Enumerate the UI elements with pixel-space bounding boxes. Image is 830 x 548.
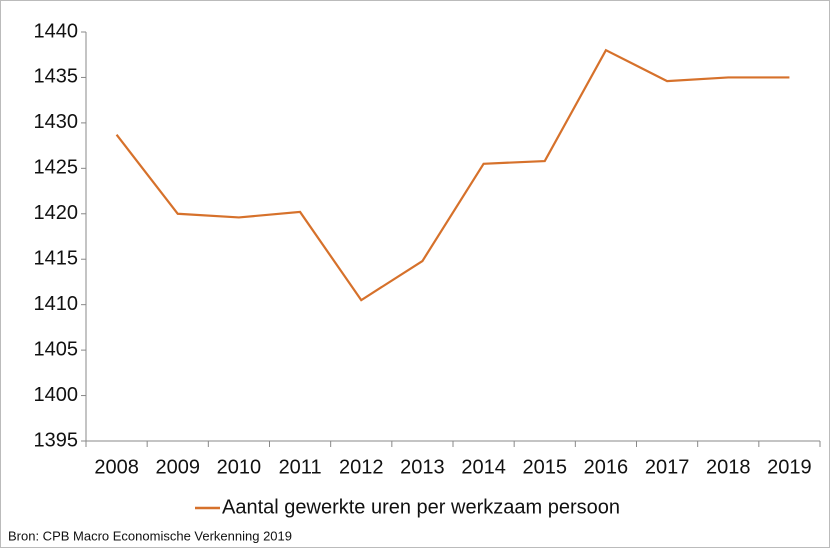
x-tick-label: 2014 bbox=[461, 456, 506, 478]
line bbox=[115, 48, 790, 302]
y-tick-label: 1425 bbox=[34, 157, 79, 179]
x-tick-label: 2015 bbox=[523, 456, 568, 478]
x-tick-label: 2008 bbox=[94, 456, 139, 478]
x-tick-label: 2010 bbox=[217, 456, 262, 478]
legend-label: Aantal gewerkte uren per werkzaam persoo… bbox=[222, 496, 620, 518]
source: Bron: CPB Macro Economische Verkenning 2… bbox=[8, 528, 292, 543]
y-tick-label: 1420 bbox=[34, 202, 79, 224]
y-tick-label: 1440 bbox=[34, 20, 79, 42]
x-tick-label: 2013 bbox=[400, 456, 445, 478]
x-tick-label: 2016 bbox=[584, 456, 629, 478]
x-tick-label: 2011 bbox=[279, 456, 322, 478]
x-tick-label: 2012 bbox=[339, 456, 384, 478]
y-tick-label: 1435 bbox=[34, 66, 79, 88]
x-tick-label: 2009 bbox=[156, 456, 201, 478]
y-tick-label: 1430 bbox=[34, 111, 79, 133]
y-tick-label: 1395 bbox=[34, 429, 79, 451]
x-tick-label: 2017 bbox=[645, 456, 690, 478]
y-tick-label: 1405 bbox=[34, 338, 79, 360]
x-tick-label: 2018 bbox=[706, 456, 751, 478]
y-tick-label: 1410 bbox=[34, 293, 79, 315]
x-tick-label: 2019 bbox=[767, 456, 812, 478]
y-tick-label: 1400 bbox=[34, 384, 79, 406]
y-tick-label: 1415 bbox=[34, 248, 79, 270]
